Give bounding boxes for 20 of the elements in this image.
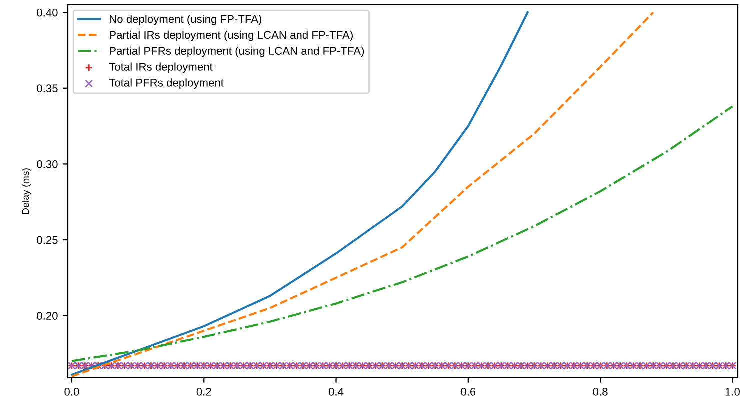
x-tick-label: 0.0	[64, 388, 80, 396]
x-tick-label: 1.0	[726, 388, 740, 396]
y-tick-label: 0.30	[37, 160, 58, 168]
y-axis-title: Delay (ms)	[22, 168, 32, 214]
x-tick-label: 0.6	[461, 388, 476, 396]
legend-label: Total PFRs deployment	[109, 78, 224, 90]
x-tick-label: 0.8	[593, 388, 608, 396]
y-tick-label: 0.40	[37, 8, 58, 17]
y-tick-label: 0.35	[37, 84, 58, 93]
line-series	[70, 12, 654, 378]
y-tick-label: 0.20	[37, 312, 58, 320]
legend-label: Total IRs deployment	[109, 62, 213, 74]
y-tick-label: 0.25	[37, 236, 58, 244]
x-tick-label: 0.2	[196, 388, 212, 396]
line-series	[70, 12, 529, 376]
legend-label: No deployment (using FP-TFA)	[110, 15, 262, 26]
line-series	[70, 106, 734, 362]
x-tick-label: 0.4	[328, 388, 344, 396]
legend-label: Partial PFRs deployment (using LCAN and FP-TFA)	[110, 46, 364, 58]
legend-label: Partial IRs deployment (using LCAN and FP-TFA)	[110, 30, 353, 42]
